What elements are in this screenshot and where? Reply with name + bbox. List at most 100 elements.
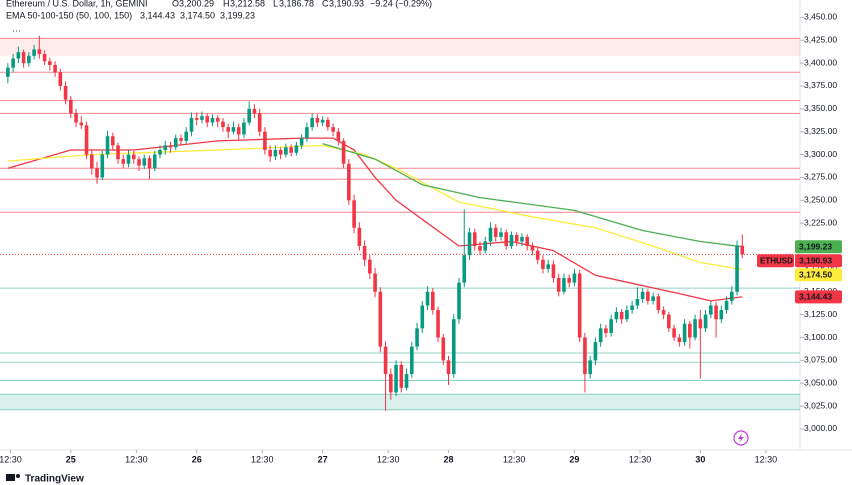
candle-body	[278, 150, 283, 155]
x-tick-label: 12:30	[503, 454, 526, 464]
candle-body	[69, 99, 73, 114]
x-tick-label: 12:30	[629, 454, 652, 464]
candle-body	[457, 282, 461, 320]
symbol: Ethereum / U.S. Dollar, 1h, GEMINI	[6, 0, 148, 8]
candle-body	[441, 337, 446, 361]
candle-body	[677, 337, 682, 343]
candle-body	[593, 342, 598, 361]
candle-body	[436, 310, 440, 338]
y-tick-label: 3,450.00	[804, 12, 837, 22]
candle-body	[735, 245, 739, 292]
icon-bolt[interactable]	[738, 433, 744, 443]
candle-body	[520, 236, 524, 242]
candle-body	[48, 61, 52, 65]
y-tick-label: 3,425.00	[804, 34, 837, 44]
candles	[6, 35, 745, 411]
candle-body	[84, 125, 89, 155]
candle-body	[373, 273, 377, 292]
ema-line	[322, 142, 743, 248]
ohlc-low: 3,186.78	[279, 0, 314, 8]
candle-body	[378, 291, 383, 347]
ohlc-l: L	[273, 0, 278, 8]
ohlc-close: 3,190.93	[329, 0, 364, 8]
candle-body	[682, 323, 687, 343]
price-tag-label: 3,199.23	[799, 241, 832, 251]
ohlc-c: C	[322, 0, 329, 8]
candle-body	[294, 145, 299, 153]
logo: TradingView	[6, 474, 84, 485]
ohlc-o: O	[172, 0, 179, 8]
y-tick-label: 3,400.00	[804, 57, 837, 67]
candle-body	[116, 145, 120, 160]
candle-body	[21, 52, 26, 64]
candle-body	[693, 319, 697, 338]
candle-body	[656, 296, 661, 311]
candle-body	[326, 119, 330, 128]
candle-body	[168, 145, 173, 148]
axes: 3,000.00 3,025.00 3,050.00 3,075.00 3,100.00…	[0, 12, 842, 464]
candle-body	[357, 227, 362, 247]
candle-body	[16, 52, 21, 59]
candle-body	[667, 314, 671, 329]
candle-body	[514, 235, 519, 242]
candle-body	[651, 296, 655, 301]
candle-body	[131, 154, 136, 160]
y-tick-label: 3,250.00	[804, 195, 837, 205]
candle-body	[74, 113, 78, 123]
candle-body	[619, 311, 624, 320]
candle-body	[257, 113, 262, 132]
candle-body	[535, 250, 540, 260]
candle-body	[640, 291, 645, 300]
candle-body	[530, 246, 535, 251]
candle-body	[194, 117, 199, 120]
y-tick-label: 3,175.00	[804, 263, 837, 273]
candle-body	[341, 140, 346, 164]
zone	[0, 38, 800, 56]
candle-body	[121, 159, 126, 164]
candle-body	[289, 147, 293, 153]
candle-body	[467, 232, 472, 256]
candle-body	[158, 150, 162, 155]
ema-line	[7, 144, 743, 271]
y-tick-label: 3,100.00	[804, 332, 837, 342]
candle-body	[163, 145, 168, 150]
candle-body	[205, 116, 210, 123]
candle-body	[331, 127, 335, 132]
price-tag	[795, 290, 842, 304]
candle-body	[724, 300, 729, 311]
moving-averages	[0, 137, 800, 302]
candle-body	[110, 136, 115, 146]
candle-body	[551, 264, 556, 279]
candle-body	[305, 127, 309, 139]
candle-body	[572, 273, 577, 283]
candle-body	[184, 131, 189, 141]
candle-body	[504, 232, 509, 247]
candle-body	[399, 364, 404, 388]
candle-body	[63, 85, 68, 100]
x-tick-label: 29	[569, 454, 579, 464]
candle-body	[509, 235, 514, 247]
candle-body	[394, 364, 398, 393]
candle-body	[231, 127, 236, 132]
candle-body	[53, 64, 57, 73]
candle-body	[58, 72, 63, 86]
x-tick-label: 12:30	[125, 454, 148, 464]
indicator: EMA 50-100-150 (50, 100, 150)	[6, 10, 132, 20]
candle-body	[488, 227, 493, 242]
candle-body	[268, 150, 272, 157]
candle-body	[583, 337, 587, 375]
candle-body	[284, 147, 288, 155]
lightning-icon[interactable]	[733, 430, 749, 446]
ohlc-change: −9.24 (−0.29%)	[370, 0, 432, 8]
icon-circle[interactable]	[733, 430, 749, 446]
candle-body	[598, 328, 603, 343]
price-tag	[795, 240, 842, 254]
x-tick-label: 12:30	[377, 454, 400, 464]
brand: TradingView	[25, 474, 84, 485]
candle-body	[105, 136, 110, 155]
y-tick-label: 3,050.00	[804, 377, 837, 387]
candle-body	[42, 53, 47, 62]
ema-value: 3,144.43	[140, 10, 175, 20]
y-tick-label: 3,225.00	[804, 217, 837, 227]
